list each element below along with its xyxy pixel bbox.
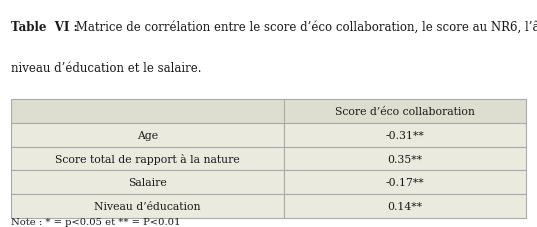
Text: Age: Age <box>137 130 158 140</box>
Bar <box>284 194 526 218</box>
Text: Table  VI :: Table VI : <box>11 20 78 33</box>
Text: Matrice de corrélation entre le score d’éco collaboration, le score au NR6, l’âg: Matrice de corrélation entre le score d’… <box>72 20 537 34</box>
Text: Score d’éco collaboration: Score d’éco collaboration <box>335 107 475 117</box>
Text: -0.17**: -0.17** <box>386 178 424 188</box>
Text: Salaire: Salaire <box>128 178 166 188</box>
Text: Niveau d’éducation: Niveau d’éducation <box>94 201 201 211</box>
Bar <box>11 100 284 123</box>
Text: niveau d’éducation et le salaire.: niveau d’éducation et le salaire. <box>11 61 201 74</box>
Bar <box>284 147 526 171</box>
Text: Note : * = p<0.05 et ** = P<0.01: Note : * = p<0.05 et ** = P<0.01 <box>11 217 180 226</box>
Bar <box>284 123 526 147</box>
Text: 0.14**: 0.14** <box>388 201 423 211</box>
Bar <box>284 100 526 123</box>
Bar <box>11 171 284 194</box>
Text: -0.31**: -0.31** <box>386 130 424 140</box>
Bar <box>11 147 284 171</box>
Bar <box>11 123 284 147</box>
Bar <box>284 171 526 194</box>
Text: Score total de rapport à la nature: Score total de rapport à la nature <box>55 153 240 164</box>
Text: 0.35**: 0.35** <box>388 154 423 164</box>
Bar <box>11 194 284 218</box>
